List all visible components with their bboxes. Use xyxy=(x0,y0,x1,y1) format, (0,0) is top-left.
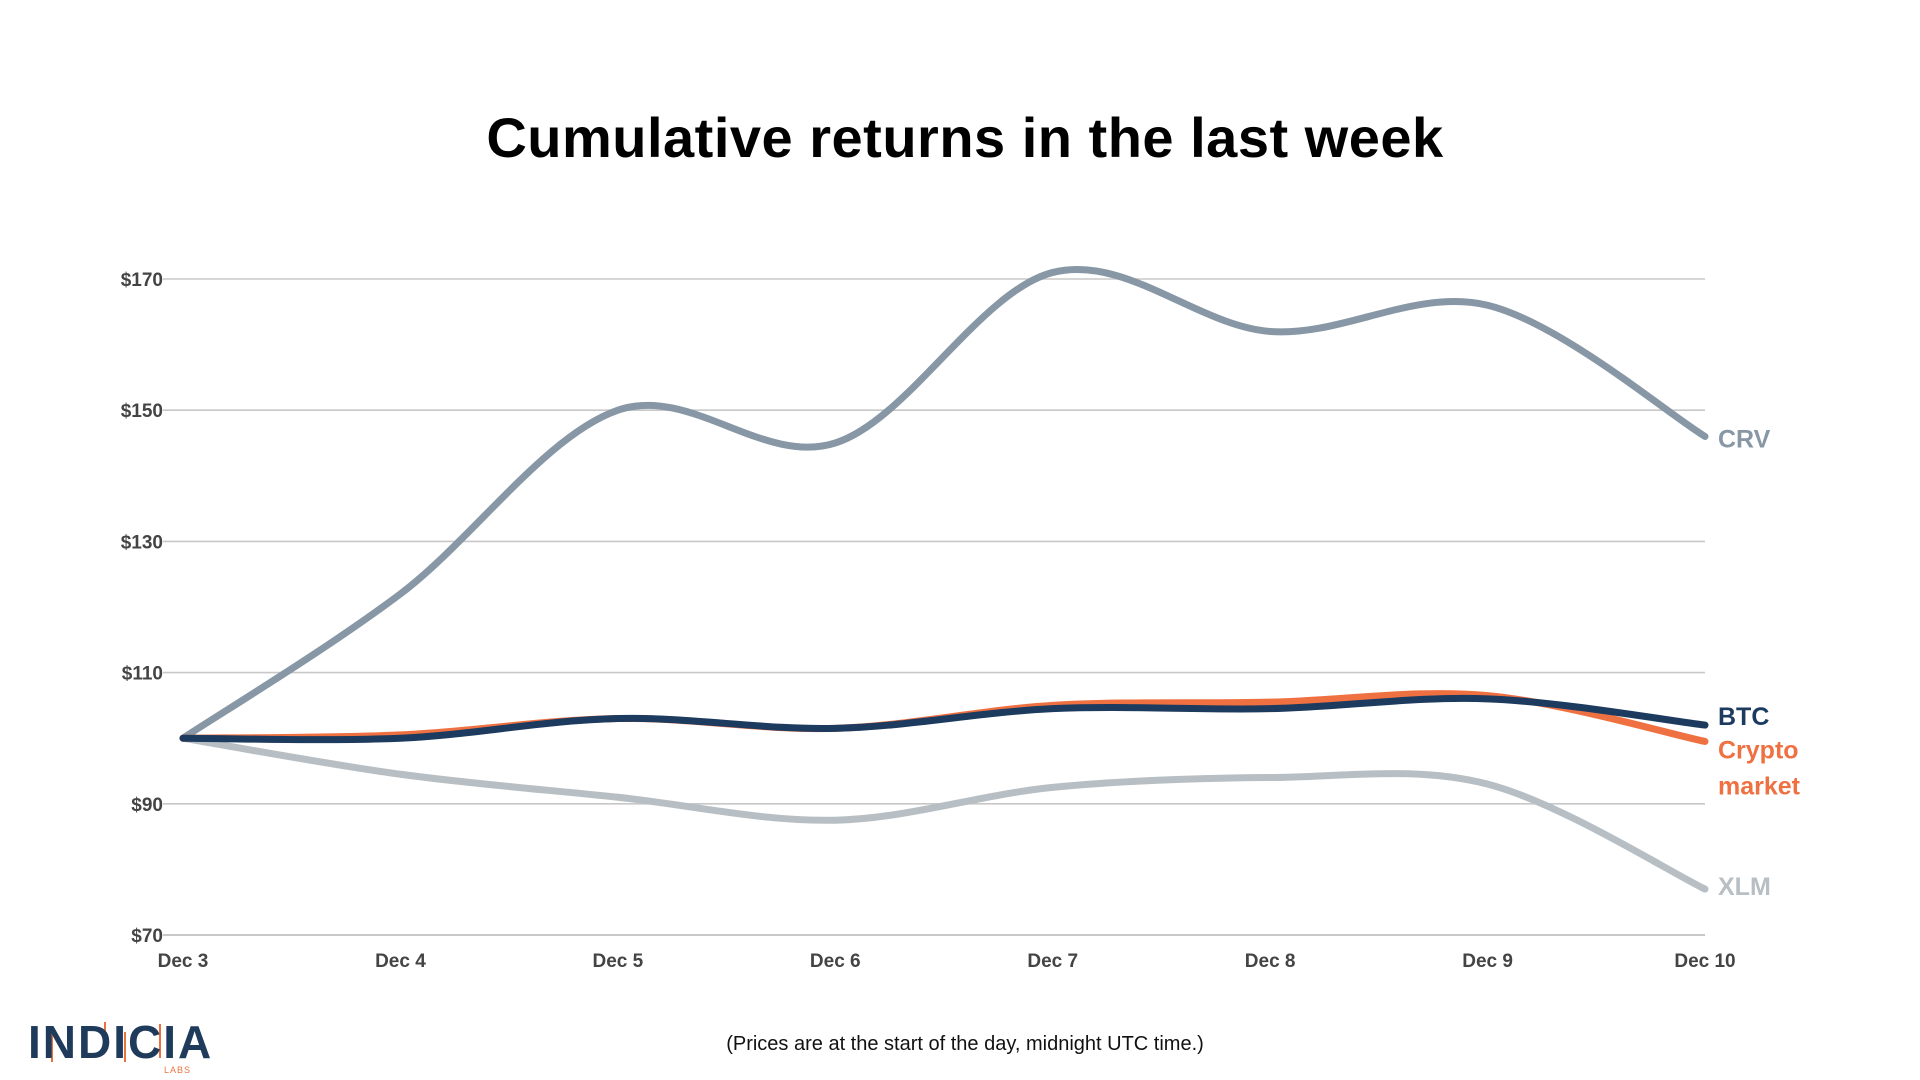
series-label-crypto: Crypto xyxy=(1718,736,1799,764)
x-tick-label-dec-9: Dec 9 xyxy=(1462,951,1513,972)
x-tick-label-dec-6: Dec 6 xyxy=(810,951,861,972)
x-tick-label-dec-5: Dec 5 xyxy=(593,951,644,972)
chart-title: Cumulative returns in the last week xyxy=(486,106,1444,169)
x-tick-label-dec-10: Dec 10 xyxy=(1674,951,1735,972)
x-tick-label-dec-8: Dec 8 xyxy=(1245,951,1296,972)
series-label-xlm: XLM xyxy=(1718,873,1771,901)
indicia-labs-logo: INDICIA LABS xyxy=(22,1015,212,1075)
y-tick-label-170: $170 xyxy=(121,270,163,291)
y-tick-label-150: $150 xyxy=(121,401,163,422)
x-tick-label-dec-3: Dec 3 xyxy=(158,951,209,972)
series-label-crv: CRV xyxy=(1718,425,1771,453)
series-line-xlm xyxy=(179,734,1709,893)
chart-footnote: (Prices are at the start of the day, mid… xyxy=(726,1033,1204,1055)
y-tick-label-90: $90 xyxy=(131,795,163,816)
x-tick-label-dec-4: Dec 4 xyxy=(375,951,426,972)
x-tick-label-dec-7: Dec 7 xyxy=(1027,951,1078,972)
logo-wordmark: INDICIA xyxy=(28,1016,214,1068)
series-line-crv xyxy=(179,265,1709,742)
series-label-market: market xyxy=(1718,772,1801,800)
logo-subtitle: LABS xyxy=(164,1065,192,1075)
y-tick-label-110: $110 xyxy=(122,664,163,685)
series-label-btc: BTC xyxy=(1718,703,1769,731)
y-tick-label-130: $130 xyxy=(121,532,163,553)
y-tick-label-70: $70 xyxy=(131,926,163,947)
series-line-btc xyxy=(179,694,1709,744)
